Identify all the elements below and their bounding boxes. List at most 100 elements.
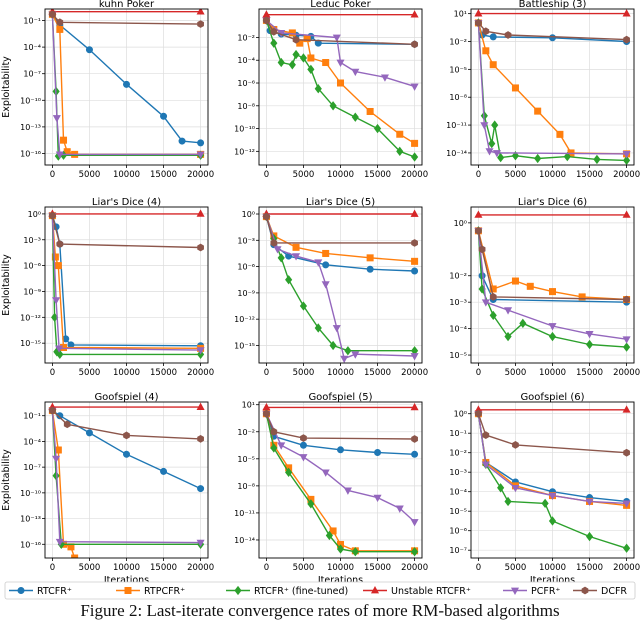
data-point-dcfr bbox=[197, 20, 204, 28]
data-point-pcfr bbox=[273, 246, 282, 254]
legend-marker bbox=[124, 586, 132, 594]
series-group bbox=[474, 9, 631, 165]
data-point-pcfr bbox=[196, 539, 205, 548]
y-tick-label: 10⁻⁹ bbox=[237, 289, 255, 298]
x-tick-label: 5000 bbox=[505, 563, 527, 573]
y-tick-label: 10⁻² bbox=[449, 38, 467, 47]
series-group bbox=[474, 210, 631, 352]
data-point-rtcfr-fine-tuned bbox=[411, 152, 419, 162]
x-tick-label: 0 bbox=[476, 368, 481, 378]
data-point-unstable-rtcfr bbox=[410, 10, 419, 18]
y-tick-label: 10⁻² bbox=[449, 272, 467, 281]
data-point-rtcfr-fine-tuned bbox=[411, 547, 419, 557]
x-tick-label: 5000 bbox=[505, 170, 527, 180]
x-tick-label: 10000 bbox=[327, 563, 354, 573]
x-tick-label: 15000 bbox=[364, 368, 391, 378]
x-tick-label: 15000 bbox=[364, 563, 391, 573]
data-point-rtcfr-fine-tuned bbox=[270, 443, 278, 453]
legend-item-dcfr: DCFR bbox=[573, 586, 627, 597]
data-point-rtpcfr bbox=[60, 136, 68, 144]
data-point-rtcfr-fine-tuned bbox=[623, 342, 631, 352]
data-point-pcfr bbox=[332, 325, 341, 333]
x-tick-label: 15000 bbox=[576, 368, 603, 378]
data-point-rtcfr bbox=[322, 261, 330, 269]
data-point-dcfr bbox=[475, 19, 482, 27]
data-point-pcfr bbox=[548, 323, 557, 331]
x-axis-label: Iterations bbox=[530, 575, 575, 586]
data-point-unstable-rtcfr bbox=[474, 210, 483, 218]
data-point-rtcfr-fine-tuned bbox=[534, 153, 542, 164]
y-tick-label: 10⁻² bbox=[237, 428, 255, 437]
plot-frame bbox=[44, 206, 209, 364]
data-point-rtcfr-fine-tuned bbox=[307, 64, 315, 75]
data-point-rtpcfr bbox=[411, 257, 419, 265]
data-point-rtpcfr bbox=[482, 47, 490, 55]
data-point-rtcfr-fine-tuned bbox=[488, 138, 496, 149]
data-point-rtpcfr bbox=[511, 277, 519, 285]
y-tick-label: 10⁻⁶ bbox=[449, 527, 467, 536]
data-point-rtcfr-fine-tuned bbox=[519, 318, 527, 328]
data-point-rtcfr bbox=[178, 137, 186, 145]
legend-marker bbox=[370, 586, 380, 594]
data-point-dcfr bbox=[49, 10, 56, 19]
y-tick-label: 10⁻¹⁴ bbox=[234, 536, 255, 545]
data-point-pcfr bbox=[480, 122, 489, 130]
data-point-rtcfr-fine-tuned bbox=[585, 531, 594, 542]
data-point-rtcfr-fine-tuned bbox=[563, 151, 571, 162]
x-tick-label: 15000 bbox=[576, 563, 603, 573]
legend-item-rtcfr: RTCFR⁺ bbox=[9, 586, 72, 597]
x-tick-label: 10000 bbox=[539, 170, 566, 180]
y-tick-label: 10⁻¹¹ bbox=[446, 121, 467, 130]
data-point-pcfr bbox=[622, 500, 631, 508]
subplot-title: Liar's Dice (5) bbox=[306, 197, 375, 208]
data-point-dcfr bbox=[263, 212, 270, 221]
data-point-pcfr bbox=[321, 281, 330, 289]
data-point-pcfr bbox=[622, 150, 631, 159]
data-point-rtcfr-fine-tuned bbox=[396, 146, 404, 156]
series-line-dcfr bbox=[477, 230, 627, 301]
legend-label: RTCFR⁺ bbox=[37, 586, 72, 597]
data-point-dcfr bbox=[512, 441, 519, 449]
data-point-rtpcfr bbox=[526, 282, 534, 290]
y-tick-label: 10⁻² bbox=[449, 449, 467, 458]
data-point-rtpcfr bbox=[366, 107, 374, 115]
subplot-title: kuhn Poker bbox=[99, 0, 155, 10]
data-point-pcfr bbox=[52, 455, 61, 464]
data-point-rtpcfr bbox=[511, 84, 519, 92]
data-point-pcfr bbox=[373, 494, 382, 503]
data-point-dcfr bbox=[411, 40, 418, 49]
data-point-rtcfr-fine-tuned bbox=[504, 496, 512, 507]
data-point-dcfr bbox=[478, 245, 486, 254]
y-tick-label: 10⁻¹⁵ bbox=[234, 341, 255, 350]
data-point-rtcfr bbox=[123, 80, 131, 88]
series-line-dcfr bbox=[51, 410, 201, 440]
data-point-rtpcfr bbox=[489, 61, 497, 69]
data-point-rtcfr-fine-tuned bbox=[307, 499, 315, 509]
data-point-rtpcfr bbox=[366, 254, 374, 262]
data-point-rtcfr-fine-tuned bbox=[299, 301, 308, 311]
data-point-rtcfr-fine-tuned bbox=[548, 331, 557, 342]
data-point-rtcfr bbox=[160, 467, 168, 475]
data-point-rtcfr-fine-tuned bbox=[336, 544, 345, 554]
x-tick-label: 5000 bbox=[79, 563, 101, 573]
x-tick-label: 5000 bbox=[293, 368, 315, 378]
data-point-rtcfr-fine-tuned bbox=[344, 346, 352, 356]
data-point-pcfr bbox=[504, 307, 513, 315]
data-point-unstable-rtcfr bbox=[410, 209, 419, 217]
legend-label: RTCFR⁺ (fine-tuned) bbox=[254, 586, 348, 597]
data-point-dcfr bbox=[270, 239, 278, 247]
series-line-pcfr bbox=[477, 413, 627, 505]
y-tick-label: 10⁻³ bbox=[449, 468, 467, 477]
data-point-dcfr bbox=[482, 27, 490, 36]
legend-item-pcfr: PCFR⁺ bbox=[503, 586, 560, 597]
subplot-title: Goofspiel (4) bbox=[94, 392, 158, 403]
series-group bbox=[48, 9, 205, 161]
y-tick-label: 10⁻³ bbox=[23, 236, 41, 245]
data-point-pcfr bbox=[299, 454, 308, 462]
x-tick-label: 20000 bbox=[401, 368, 428, 378]
data-point-rtcfr bbox=[299, 441, 307, 449]
data-point-dcfr bbox=[123, 431, 130, 440]
legend-marker bbox=[17, 586, 25, 594]
data-point-rtcfr bbox=[411, 450, 419, 458]
data-point-rtcfr-fine-tuned bbox=[504, 331, 512, 342]
